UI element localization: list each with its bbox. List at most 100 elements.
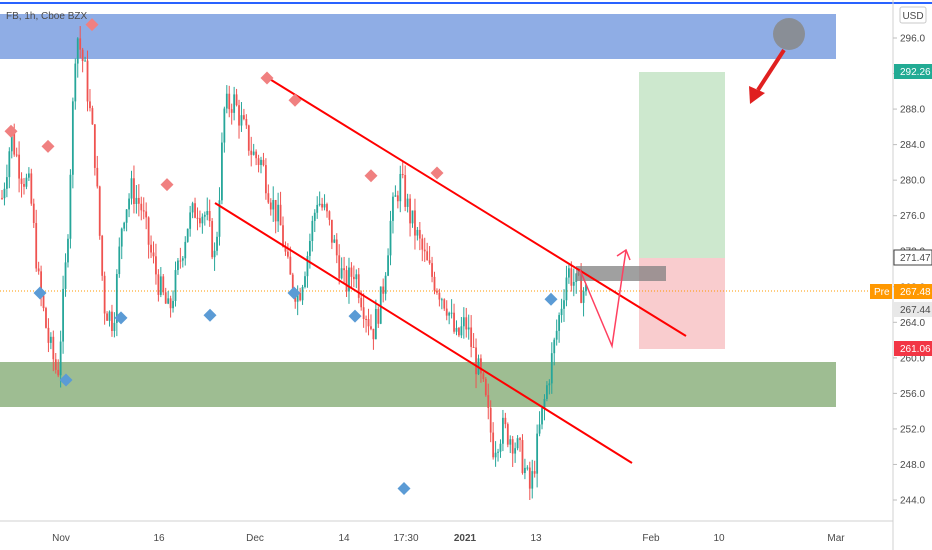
swing-low-marker[interactable] — [287, 286, 301, 300]
swing-high-marker[interactable] — [4, 124, 18, 138]
candle-body — [23, 183, 25, 187]
candle-body — [348, 267, 350, 292]
swing-high-marker[interactable] — [364, 169, 378, 183]
candle-body — [299, 292, 302, 301]
channel-upper-line[interactable] — [267, 77, 687, 337]
candle-body — [181, 258, 184, 261]
header-line — [0, 2, 932, 4]
candle-body — [67, 238, 69, 263]
swing-low-marker[interactable] — [348, 309, 362, 323]
candle-body — [32, 203, 35, 223]
candle-body — [257, 158, 260, 165]
swing-low-marker[interactable] — [33, 286, 47, 300]
stop-price-tag — [894, 341, 932, 356]
candle-body — [20, 178, 23, 184]
candle-body — [550, 353, 553, 384]
swing-high-marker[interactable] — [260, 71, 274, 85]
candle-body — [59, 341, 62, 376]
target-price-tag — [894, 64, 932, 79]
candle-body — [13, 133, 16, 155]
candle-body — [184, 241, 187, 259]
entry-box[interactable] — [576, 266, 666, 281]
time-axis[interactable]: Nov 16 Dec 14 17:30 2021 13 Feb 10 Mar — [52, 533, 845, 544]
price-tick-label: 252.0 — [900, 424, 925, 435]
candle-body — [179, 260, 182, 262]
target-zone[interactable] — [639, 72, 725, 258]
swing-low-marker[interactable] — [114, 311, 128, 325]
price-tick-label: 264.0 — [900, 318, 925, 329]
candle-body — [252, 151, 255, 155]
candle-body — [553, 339, 556, 354]
candle-body — [372, 328, 375, 340]
support-zone[interactable] — [0, 362, 836, 407]
candle-body — [308, 240, 311, 256]
target-circle[interactable] — [773, 18, 805, 50]
candle-body — [54, 359, 57, 370]
candle-body — [345, 270, 348, 292]
candle-body — [519, 438, 521, 441]
swing-low-marker[interactable] — [203, 308, 217, 322]
swing-high-marker[interactable] — [288, 93, 302, 107]
candle-body — [199, 218, 201, 224]
candle-body — [133, 178, 135, 204]
price-tick-label: 248.0 — [900, 460, 925, 471]
candle-body — [416, 229, 419, 236]
candle-body — [208, 211, 211, 222]
channel-lower-line[interactable] — [214, 202, 633, 464]
candle-body — [10, 133, 13, 152]
candle-body — [76, 38, 79, 64]
swing-high-marker[interactable] — [430, 166, 444, 180]
candle-body — [438, 292, 441, 300]
swing-low-marker[interactable] — [397, 481, 411, 495]
candle-body — [164, 292, 167, 304]
candle-body — [475, 347, 477, 375]
candle-body — [189, 212, 192, 229]
target-price-text: 292.26 — [900, 67, 931, 78]
candle-body — [167, 298, 170, 304]
candle-body — [235, 94, 238, 106]
price-tick-label: 256.0 — [900, 389, 925, 400]
candle-body — [96, 167, 99, 187]
candle-body — [225, 93, 228, 109]
candle-body — [521, 440, 524, 474]
candle-body — [333, 239, 336, 243]
candle-body — [453, 312, 455, 332]
candle-body — [250, 150, 253, 155]
candle-body — [255, 151, 258, 159]
candle-body — [379, 286, 382, 324]
candle-body — [355, 274, 358, 280]
red-arrow-head — [749, 86, 765, 104]
swing-high-marker[interactable] — [85, 18, 99, 32]
candle-body — [431, 263, 433, 277]
candle-body — [260, 159, 262, 165]
candle-body — [81, 49, 84, 62]
candle-body — [37, 268, 40, 272]
candle-body — [443, 299, 446, 309]
candle-body — [382, 286, 385, 294]
candle-body — [487, 395, 490, 408]
swing-high-marker[interactable] — [41, 139, 55, 153]
resistance-zone[interactable] — [0, 14, 836, 59]
price-tick-label: 296.0 — [900, 34, 925, 45]
swing-low-marker[interactable] — [59, 373, 73, 387]
candle-body — [240, 115, 243, 126]
candle-body — [560, 308, 563, 316]
candle-body — [504, 417, 507, 425]
candle-body — [228, 93, 231, 110]
currency-badge[interactable] — [899, 6, 927, 24]
candle-body — [350, 267, 353, 277]
candle-body — [8, 151, 11, 178]
candle-body — [155, 256, 157, 275]
candle-body — [467, 327, 470, 330]
candle-body — [284, 246, 287, 252]
swing-low-marker[interactable] — [544, 292, 558, 306]
candle-body — [357, 274, 360, 298]
candle-body — [101, 235, 104, 276]
candle-body — [201, 216, 204, 224]
projection-path[interactable] — [579, 249, 627, 349]
candle-body — [247, 125, 250, 151]
swing-high-marker[interactable] — [160, 178, 174, 192]
candle-body — [448, 312, 451, 316]
